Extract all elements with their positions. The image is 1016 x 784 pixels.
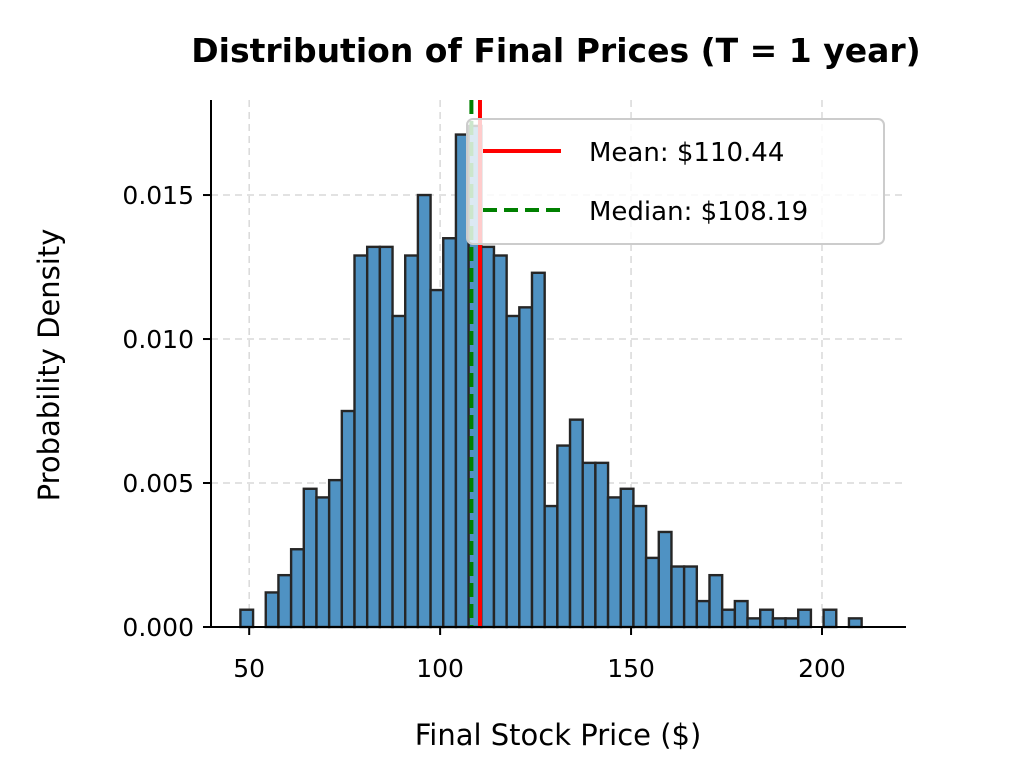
axis-ticks: 50 100 150 200 0.000 0.005 0.010 0.015 (122, 181, 845, 683)
legend: Mean: $110.44 Median: $108.19 (466, 118, 885, 245)
histogram-bar (327, 478, 344, 629)
histogram-bar (391, 314, 407, 629)
histogram-bars (239, 124, 863, 629)
histogram-bar (771, 617, 787, 629)
histogram-bar (847, 617, 863, 629)
histogram-bar (264, 591, 280, 629)
histogram-bar (708, 573, 724, 629)
x-tick-label: 200 (798, 654, 846, 683)
y-tick-label: 0.010 (122, 325, 194, 354)
histogram-bar (606, 496, 622, 629)
histogram-bar (733, 599, 749, 629)
legend-box (466, 118, 885, 245)
x-axis-label: Final Stock Price ($) (415, 718, 702, 752)
histogram-bar (302, 487, 318, 629)
legend-label-median: Median: $108.19 (589, 197, 808, 227)
histogram-bar (759, 608, 775, 629)
histogram-bar (822, 608, 838, 629)
histogram-bar (682, 565, 699, 629)
histogram-bar (505, 314, 521, 629)
histogram-bar (404, 254, 420, 629)
histogram-bar (746, 617, 762, 629)
histogram-bar (315, 496, 331, 629)
histogram-bar (581, 461, 597, 629)
axes (210, 100, 906, 628)
x-tick-label: 50 (233, 654, 265, 683)
histogram-bar (518, 306, 534, 629)
histogram-bar (340, 409, 356, 629)
histogram-bar (530, 271, 546, 629)
histogram-bar (568, 418, 584, 629)
histogram-bar (378, 245, 394, 629)
histogram-bar (644, 556, 660, 629)
y-tick-label: 0.000 (122, 613, 194, 642)
histogram-bar (239, 608, 255, 629)
y-axis-label: Probability Density (32, 229, 66, 502)
histogram-bar (543, 504, 559, 629)
histogram-bar (429, 288, 445, 629)
histogram-bar (289, 548, 305, 629)
chart-title: Distribution of Final Prices (T = 1 year… (191, 31, 921, 70)
histogram-bar (657, 530, 673, 629)
histogram-bar (670, 565, 686, 629)
histogram-bar (416, 193, 432, 629)
histogram-bar (353, 254, 369, 629)
histogram-bar (619, 487, 635, 629)
histogram-bar (632, 504, 648, 629)
y-tick-label: 0.005 (122, 469, 194, 498)
x-tick-label: 150 (607, 654, 655, 683)
histogram-bar (695, 599, 711, 629)
histogram-bar (492, 254, 508, 629)
histogram-bar (365, 245, 382, 629)
histogram-bar (277, 573, 293, 629)
histogram-bar (556, 444, 572, 629)
histogram-bar (784, 617, 800, 629)
y-tick-label: 0.015 (122, 181, 194, 210)
histogram-bar (594, 461, 610, 629)
histogram-bar (797, 608, 813, 629)
histogram-bar (442, 237, 458, 629)
x-tick-label: 100 (416, 654, 464, 683)
histogram-bar (480, 245, 496, 629)
histogram-bar (720, 608, 737, 629)
legend-label-mean: Mean: $110.44 (589, 138, 784, 168)
